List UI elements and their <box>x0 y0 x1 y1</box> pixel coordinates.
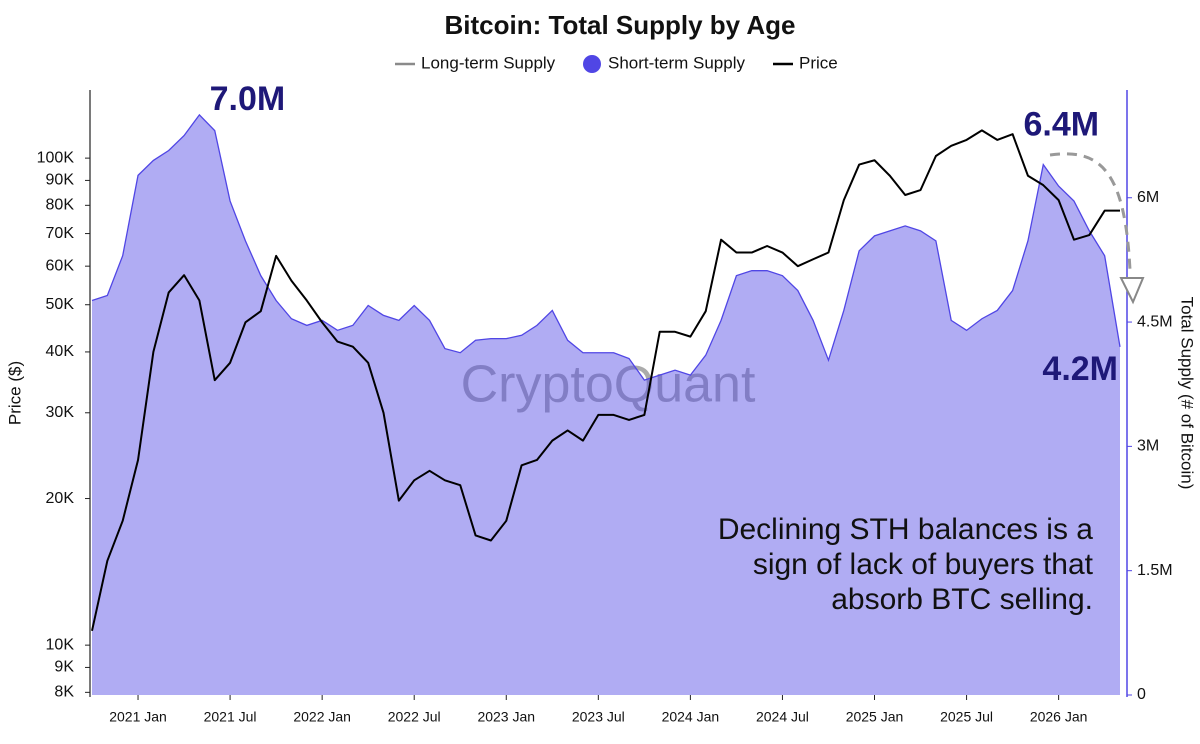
note-text: sign of lack of buyers that <box>753 548 1094 581</box>
y2-tick-label: 4.5M <box>1137 313 1173 330</box>
y-tick-label: 100K <box>37 149 75 166</box>
x-tick-label: 2024 Jul <box>756 709 809 725</box>
y-tick-label: 80K <box>46 197 75 214</box>
x-tick-label: 2023 Jul <box>572 709 625 725</box>
chart-title: Bitcoin: Total Supply by Age <box>445 10 796 40</box>
y-tick-label: 90K <box>46 172 75 189</box>
y-tick-label: 40K <box>46 343 75 360</box>
value-annotation: 4.2M <box>1042 350 1118 388</box>
value-annotation: 6.4M <box>1023 106 1099 144</box>
legend-label: Long-term Supply <box>421 53 556 72</box>
legend-label: Price <box>799 53 838 72</box>
legend-label: Short-term Supply <box>608 53 745 72</box>
note-text: Declining STH balances is a <box>718 513 1093 546</box>
value-annotation: 7.0M <box>210 80 286 118</box>
x-tick-label: 2021 Jan <box>109 709 167 725</box>
y2-tick-label: 6M <box>1137 189 1159 206</box>
supply-area <box>92 114 1120 695</box>
y2-tick-label: 3M <box>1137 438 1159 455</box>
x-tick-label: 2023 Jan <box>477 709 535 725</box>
x-tick-label: 2022 Jul <box>388 709 441 725</box>
legend-swatch <box>583 55 601 73</box>
x-tick-label: 2025 Jul <box>940 709 993 725</box>
y-tick-label: 10K <box>46 636 75 653</box>
y-tick-label: 8K <box>54 684 74 701</box>
y2-axis-label: Total Supply (# of Bitcoin) <box>1178 297 1197 490</box>
y-tick-label: 20K <box>46 490 75 507</box>
arrow-head <box>1119 277 1145 305</box>
price-line <box>91 129 1120 632</box>
x-tick-label: 2022 Jan <box>293 709 351 725</box>
y2-tick-label: 1.5M <box>1137 562 1173 579</box>
watermark: CryptoQuant <box>461 356 756 414</box>
note-text: absorb BTC selling. <box>831 583 1093 616</box>
x-tick-label: 2025 Jan <box>846 709 904 725</box>
y-tick-label: 9K <box>54 659 74 676</box>
x-tick-label: 2024 Jan <box>662 709 720 725</box>
x-tick-label: 2026 Jan <box>1030 709 1088 725</box>
y-tick-label: 70K <box>46 225 75 242</box>
y-tick-label: 30K <box>46 404 75 421</box>
y-tick-label: 60K <box>46 257 75 274</box>
supply-edge <box>91 113 1121 381</box>
y-axis-label: Price ($) <box>5 361 24 425</box>
y2-tick-label: 0 <box>1137 686 1146 703</box>
x-tick-label: 2021 Jul <box>204 709 257 725</box>
y-tick-label: 50K <box>46 296 75 313</box>
